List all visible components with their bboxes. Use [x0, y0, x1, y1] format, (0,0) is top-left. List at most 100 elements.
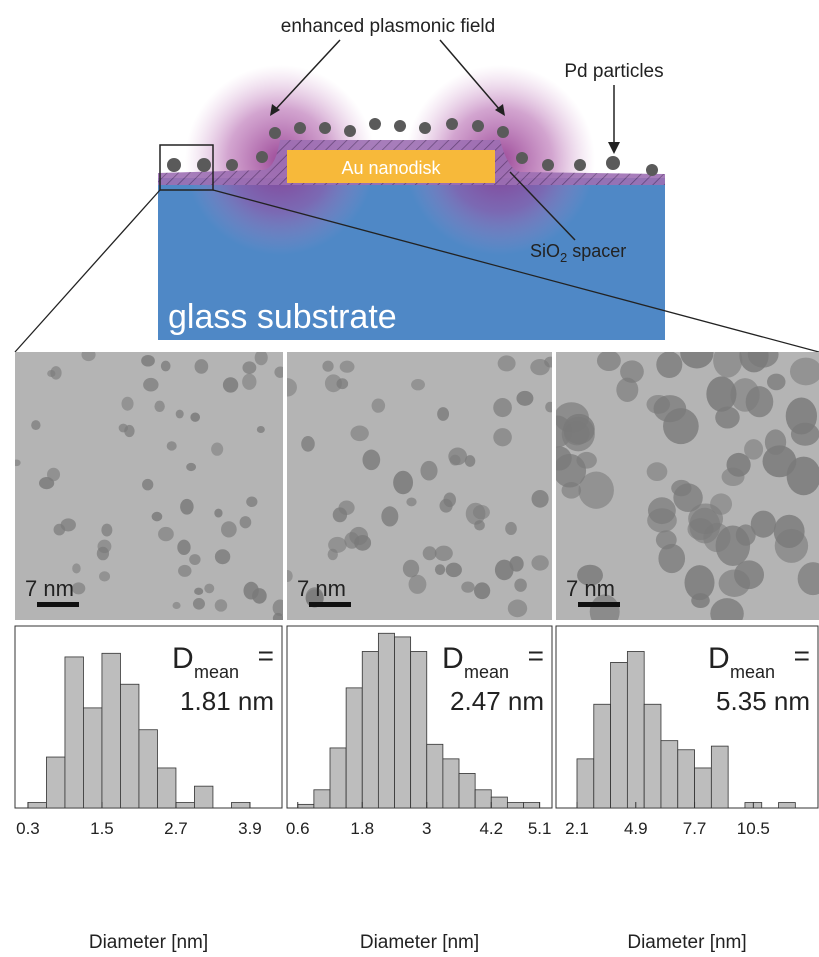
bar — [394, 636, 412, 809]
particle — [730, 378, 760, 412]
particle — [493, 398, 512, 418]
particle — [39, 477, 55, 490]
bar — [710, 745, 729, 809]
particle — [531, 489, 549, 508]
particle — [494, 559, 514, 581]
particle — [402, 559, 420, 578]
bar — [778, 802, 796, 809]
annotation-equals: = — [528, 640, 544, 671]
particle — [734, 560, 765, 590]
particle — [121, 396, 134, 411]
bar — [694, 767, 712, 809]
particle — [194, 587, 204, 596]
bar — [626, 651, 645, 809]
particle — [214, 508, 223, 518]
particle — [577, 564, 603, 586]
x-tick-label: 3 — [422, 819, 431, 838]
particle — [646, 462, 668, 482]
bar — [442, 758, 460, 809]
particle — [750, 510, 777, 538]
micrograph: 7 nm — [287, 352, 552, 620]
particle — [177, 539, 191, 556]
bar — [490, 796, 508, 809]
particle — [507, 599, 528, 618]
arrow-head — [608, 142, 620, 154]
bar — [157, 767, 177, 809]
scale-bar — [578, 602, 620, 607]
bar — [610, 662, 628, 809]
bar — [313, 789, 331, 809]
particle — [465, 502, 486, 525]
particle — [143, 377, 159, 392]
arrow — [439, 39, 501, 111]
x-axis-label: Diameter [nm] — [360, 932, 479, 952]
particle — [204, 583, 215, 594]
particle — [721, 467, 745, 487]
particle — [327, 548, 338, 561]
particle — [474, 520, 485, 531]
particle — [97, 539, 112, 554]
particle — [445, 562, 462, 578]
particle — [344, 532, 360, 549]
annotation-value: 5.35 nm — [716, 686, 810, 716]
particle — [242, 373, 257, 390]
spacer-text: spacer — [572, 241, 626, 261]
annotation-symbol: D — [442, 642, 464, 675]
particle — [254, 352, 268, 366]
bar — [297, 803, 315, 809]
zoom-line — [212, 189, 819, 353]
particle — [544, 356, 552, 368]
particle — [158, 526, 174, 542]
particle — [713, 352, 743, 378]
particle — [339, 360, 355, 373]
particle — [272, 612, 283, 620]
particle — [434, 564, 446, 575]
particle — [118, 423, 128, 433]
bar — [329, 747, 347, 809]
arrow-head — [495, 104, 505, 116]
bar — [377, 632, 395, 809]
bar — [83, 707, 103, 809]
particle — [658, 543, 686, 574]
particle — [706, 376, 737, 412]
particle — [301, 436, 315, 452]
particle — [461, 581, 475, 593]
particle — [411, 378, 425, 391]
bar — [27, 802, 47, 809]
annotation-subscript: mean — [194, 662, 239, 682]
bar — [660, 740, 679, 809]
au-disk — [287, 150, 495, 183]
particle — [381, 506, 399, 527]
particle — [545, 401, 552, 413]
particle — [336, 378, 349, 390]
particle — [242, 361, 257, 375]
particle — [578, 471, 614, 509]
arrow — [274, 39, 341, 111]
particle — [747, 352, 779, 368]
bar — [120, 683, 140, 809]
particle — [141, 354, 155, 367]
x-tick-label: 0.6 — [286, 819, 310, 838]
field-label: enhanced plasmonic field — [281, 16, 495, 37]
bar — [506, 802, 524, 809]
particle — [332, 507, 348, 523]
annotation-equals: = — [258, 640, 274, 671]
particle — [655, 530, 677, 550]
x-tick-label: 10.5 — [737, 819, 770, 838]
particle — [473, 582, 491, 600]
particle — [616, 377, 639, 402]
bar — [46, 756, 66, 809]
particle — [497, 355, 516, 372]
particle — [516, 390, 534, 406]
particle — [589, 594, 620, 620]
substrate-label: glass substrate — [168, 298, 397, 336]
x-tick-label: 3.9 — [238, 819, 262, 838]
particle — [620, 360, 644, 383]
particle — [656, 352, 683, 379]
particle — [211, 442, 224, 456]
histograms: 0.3 1.5 2.7 3.9 Diameter [nm] D mean = 1.81 nm 0.… — [14, 625, 819, 953]
particle — [246, 496, 258, 508]
annotation-symbol: D — [172, 642, 194, 675]
particle — [350, 425, 369, 442]
particle — [785, 397, 818, 435]
